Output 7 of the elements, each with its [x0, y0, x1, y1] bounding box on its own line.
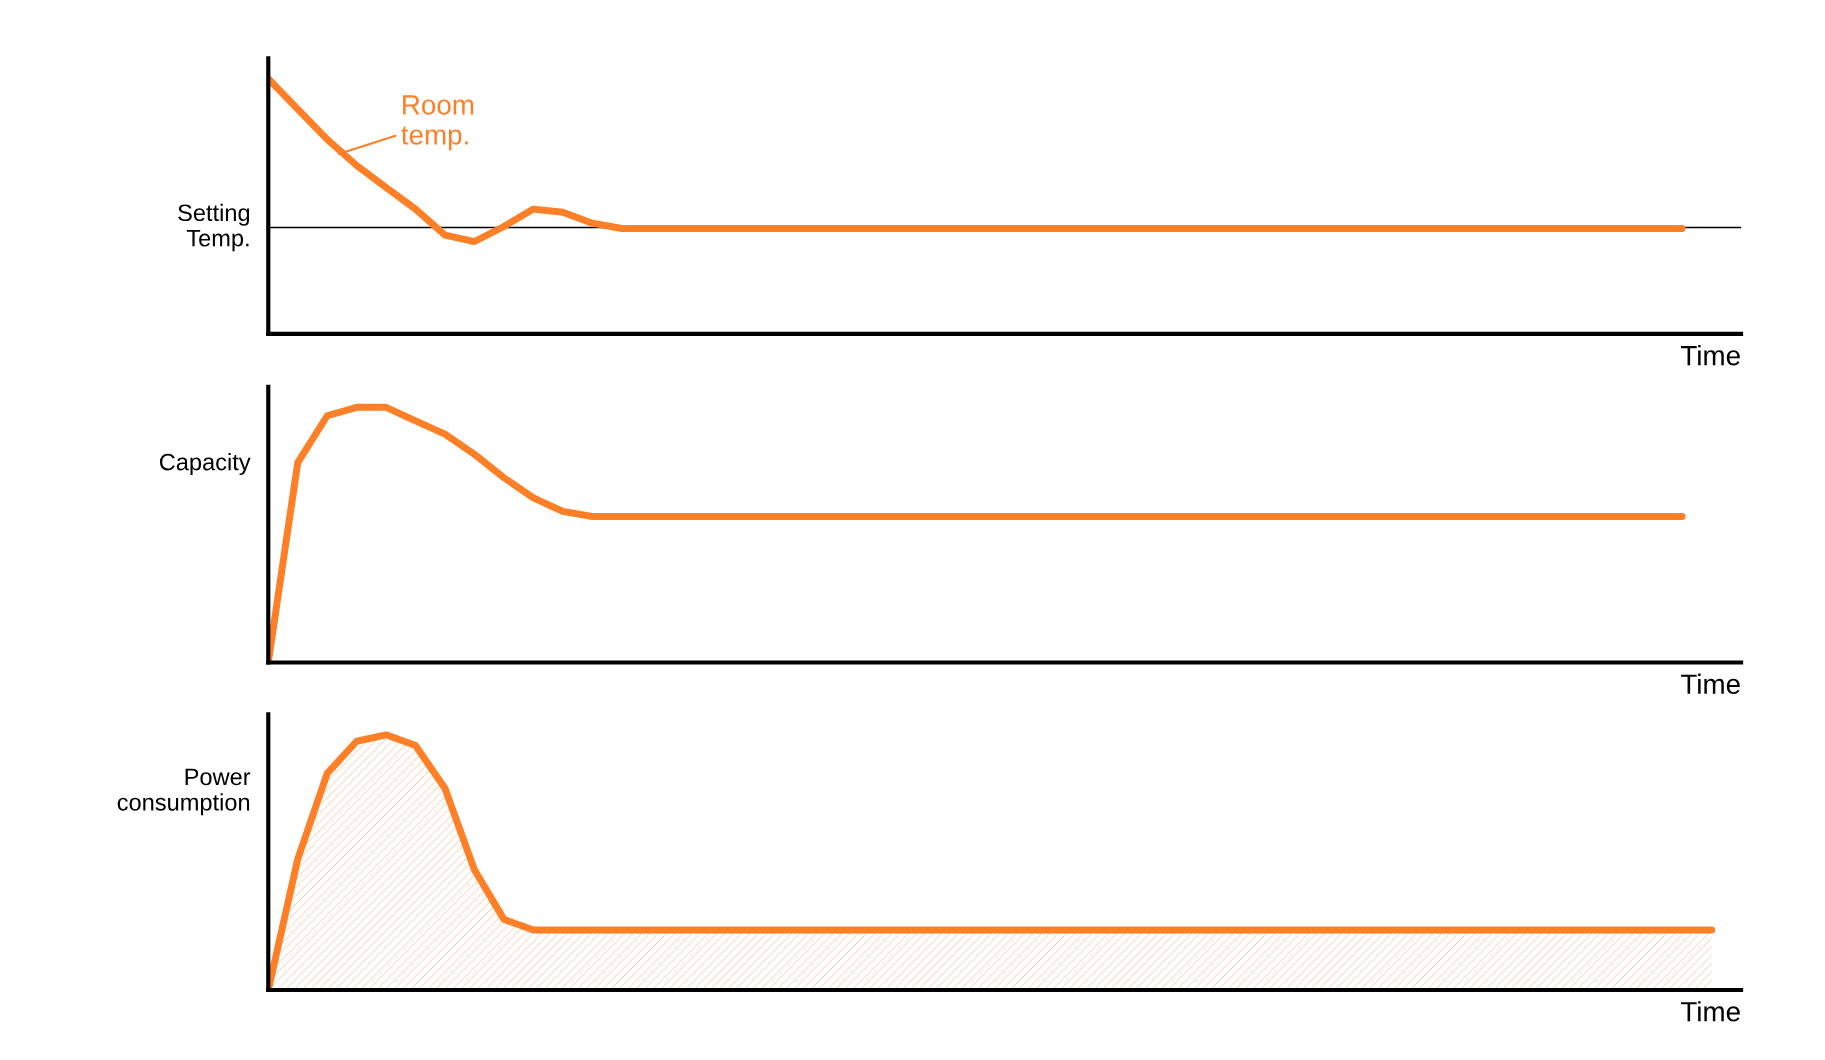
x-axis-title: Time — [1680, 345, 1740, 366]
x-axis-title: Time — [1680, 1001, 1740, 1022]
y-axis-title: Power consumption — [117, 768, 251, 816]
ref-line-label: Setting Temp. — [178, 203, 250, 252]
y-axis-title: Capacity — [159, 453, 251, 476]
x-axis-title: Time — [1680, 673, 1740, 695]
series-label: Room temp. — [401, 95, 474, 151]
